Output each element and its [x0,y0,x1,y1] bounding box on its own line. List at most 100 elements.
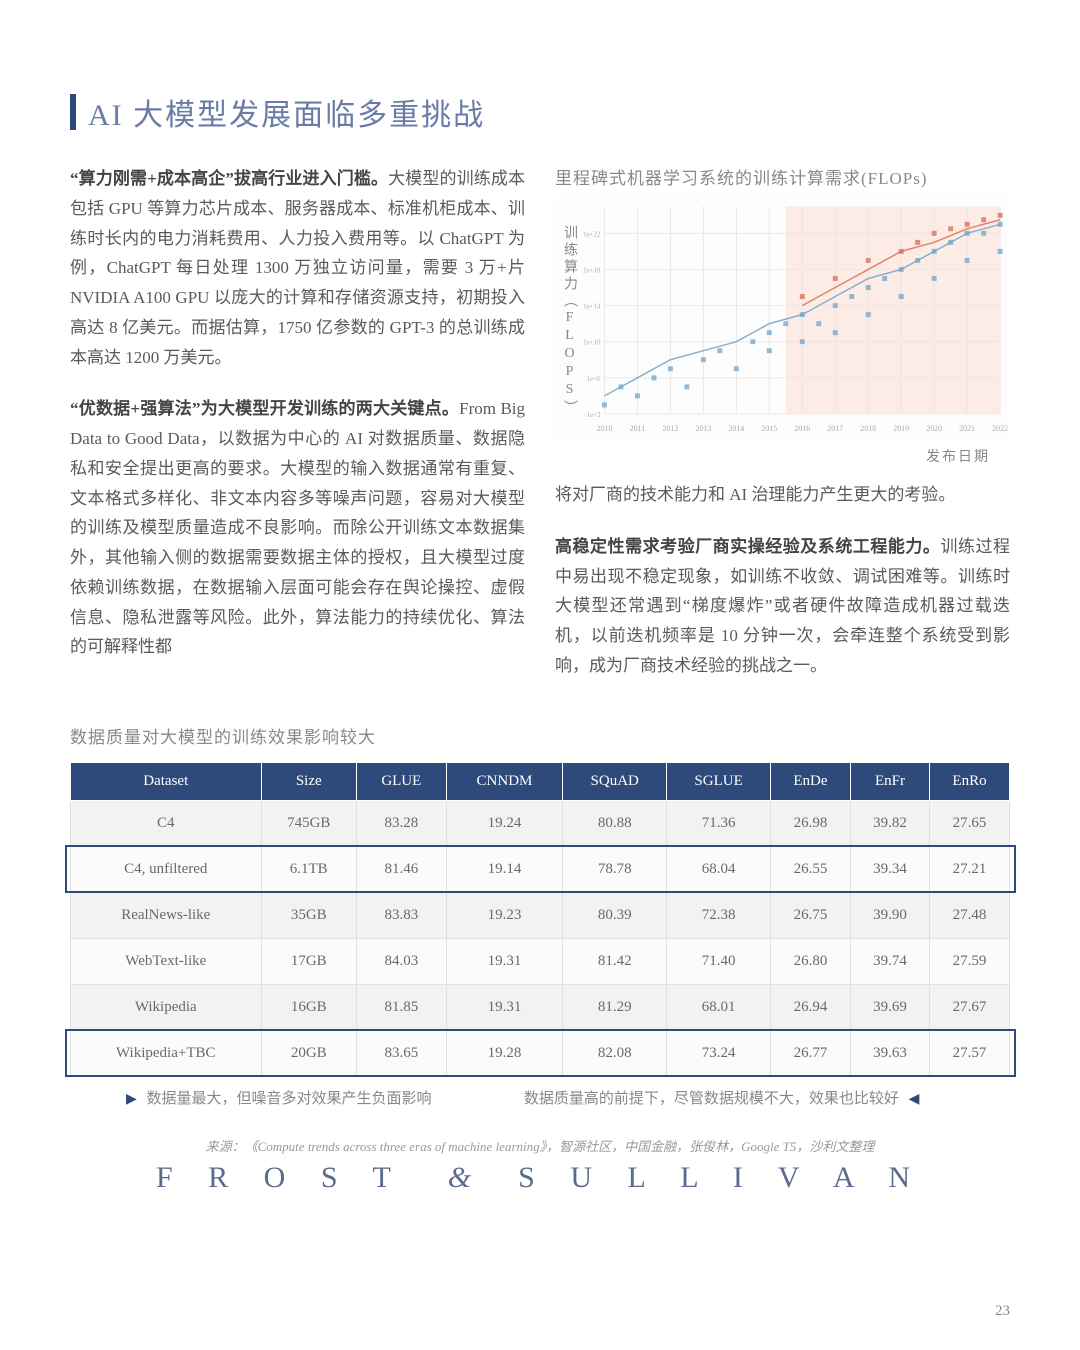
svg-text:2020: 2020 [926,424,942,433]
table-cell: 80.39 [563,892,667,938]
table-cell: 6.1TB [261,846,356,892]
dataset-table: DatasetSizeGLUECNNDMSQuADSGLUEEnDeEnFrEn… [70,762,1010,1077]
table-cell: 27.59 [930,938,1010,984]
table-cell: 19.24 [446,800,563,846]
table-row: Wikipedia+TBC20GB83.6519.2882.0873.2426.… [71,1030,1010,1076]
table-cell: 39.74 [850,938,929,984]
svg-text:2016: 2016 [794,424,810,433]
para4-body: 训练过程中易出现不稳定现象，如训练不收敛、调试困难等。训练时大模型还常遇到“梯度… [555,537,1010,675]
table-cell: 81.85 [356,984,446,1030]
table-wrap: DatasetSizeGLUECNNDMSQuADSGLUEEnDeEnFrEn… [70,762,1010,1077]
table-cell: 27.67 [930,984,1010,1030]
note-right: 数据质量高的前提下，尽管数据规模不大，效果也比较好 ◀ [524,1087,1010,1108]
table-cell: 27.48 [930,892,1010,938]
table-cell: 83.65 [356,1030,446,1076]
note-right-text: 数据质量高的前提下，尽管数据规模不大，效果也比较好 [524,1091,899,1107]
table-cell: 19.14 [446,846,563,892]
table-cell: 82.08 [563,1030,667,1076]
table-cell: WebText-like [71,938,262,984]
table-cell: 35GB [261,892,356,938]
table-cell: 83.83 [356,892,446,938]
table-cell: 19.31 [446,984,563,1030]
svg-text:1e+10: 1e+10 [583,340,601,347]
svg-text:2013: 2013 [695,424,711,433]
table-header-cell: EnRo [930,762,1010,800]
chart-ylabel: 训练算力（FLOPS） [559,225,579,417]
paragraph-2: “优数据+强算法”为大模型开发训练的两大关键点。From Big Data to… [70,394,525,662]
table-cell: 73.24 [667,1030,771,1076]
table-header-cell: EnDe [771,762,851,800]
table-header-cell: SGLUE [667,762,771,800]
svg-text:1e+14: 1e+14 [583,304,601,311]
table-row: C4745GB83.2819.2480.8871.3626.9839.8227.… [71,800,1010,846]
svg-text:2014: 2014 [728,424,744,433]
table-cell: 81.46 [356,846,446,892]
brand-logo: F R O S T & S U L L I V A N [70,1161,1010,1195]
flops-chart: 训练算力（FLOPS） 2010201120122013201420152016… [555,195,1010,440]
arrow-icon: ◀ [909,1092,920,1107]
svg-text:2017: 2017 [827,424,843,433]
svg-text:2010: 2010 [597,424,613,433]
table-cell: 20GB [261,1030,356,1076]
page-title: AI 大模型发展面临多重挑战 [88,90,485,134]
page-number: 23 [995,1303,1010,1320]
table-cell: 27.21 [930,846,1010,892]
table-header-cell: SQuAD [563,762,667,800]
table-cell: 26.75 [771,892,851,938]
svg-text:2021: 2021 [959,424,975,433]
table-cell: Wikipedia+TBC [71,1030,262,1076]
table-cell: 27.65 [930,800,1010,846]
table-cell: RealNews-like [71,892,262,938]
table-cell: 26.55 [771,846,851,892]
table-cell: 39.63 [850,1030,929,1076]
table-header-cell: GLUE [356,762,446,800]
table-notes: ▶ 数据量最大，但噪音多对效果产生负面影响 数据质量高的前提下，尽管数据规模不大… [70,1087,1010,1108]
svg-text:2015: 2015 [761,424,777,433]
table-cell: C4 [71,800,262,846]
paragraph-3: 将对厂商的技术能力和 AI 治理能力产生更大的考验。 [555,480,1010,510]
table-cell: 68.01 [667,984,771,1030]
table-cell: 745GB [261,800,356,846]
table-cell: 84.03 [356,938,446,984]
para1-lead: “算力刚需+成本高企”拔高行业进入门槛。 [70,169,388,188]
arrow-icon: ▶ [126,1092,137,1107]
table-cell: 26.98 [771,800,851,846]
table-cell: 26.94 [771,984,851,1030]
title-accent-bar [70,94,76,130]
table-cell: 19.28 [446,1030,563,1076]
table-row: WebText-like17GB84.0319.3181.4271.4026.8… [71,938,1010,984]
table-header-cell: CNNDM [446,762,563,800]
svg-text:2011: 2011 [630,424,646,433]
table-cell: 71.40 [667,938,771,984]
table-cell: 39.90 [850,892,929,938]
table-row: Wikipedia16GB81.8519.3181.2968.0126.9439… [71,984,1010,1030]
table-cell: 72.38 [667,892,771,938]
table-cell: 39.82 [850,800,929,846]
table-cell: 39.69 [850,984,929,1030]
para4-lead: 高稳定性需求考验厂商实操经验及系统工程能力。 [555,537,940,556]
table-row: RealNews-like35GB83.8319.2380.3972.3826.… [71,892,1010,938]
para2-body: From Big Data to Good Data，以数据为中心的 AI 对数… [70,399,525,656]
svg-text:2012: 2012 [662,424,678,433]
table-cell: 39.34 [850,846,929,892]
paragraph-4: 高稳定性需求考验厂商实操经验及系统工程能力。训练过程中易出现不稳定现象，如训练不… [555,532,1010,681]
title-row: AI 大模型发展面临多重挑战 [70,90,1010,134]
svg-text:1e+2: 1e+2 [587,412,601,419]
table-header-cell: Size [261,762,356,800]
two-column-layout: “算力刚需+成本高企”拔高行业进入门槛。大模型的训练成本包括 GPU 等算力芯片… [70,164,1010,703]
left-column: “算力刚需+成本高企”拔高行业进入门槛。大模型的训练成本包括 GPU 等算力芯片… [70,164,525,703]
table-cell: 68.04 [667,846,771,892]
paragraph-1: “算力刚需+成本高企”拔高行业进入门槛。大模型的训练成本包括 GPU 等算力芯片… [70,164,525,372]
right-column: 里程碑式机器学习系统的训练计算需求(FLOPs) 训练算力（FLOPS） 201… [555,164,1010,703]
note-left-text: 数据量最大，但噪音多对效果产生负面影响 [147,1091,432,1107]
svg-text:1e+6: 1e+6 [587,376,601,383]
para2-lead: “优数据+强算法”为大模型开发训练的两大关键点。 [70,399,459,418]
table-cell: 19.23 [446,892,563,938]
table-cell: 83.28 [356,800,446,846]
chart-svg: 2010201120122013201420152016201720182019… [555,195,1010,440]
table-header-cell: EnFr [850,762,929,800]
table-cell: 80.88 [563,800,667,846]
table-section-label: 数据质量对大模型的训练效果影响较大 [70,723,1010,748]
table-cell: 78.78 [563,846,667,892]
table-cell: Wikipedia [71,984,262,1030]
